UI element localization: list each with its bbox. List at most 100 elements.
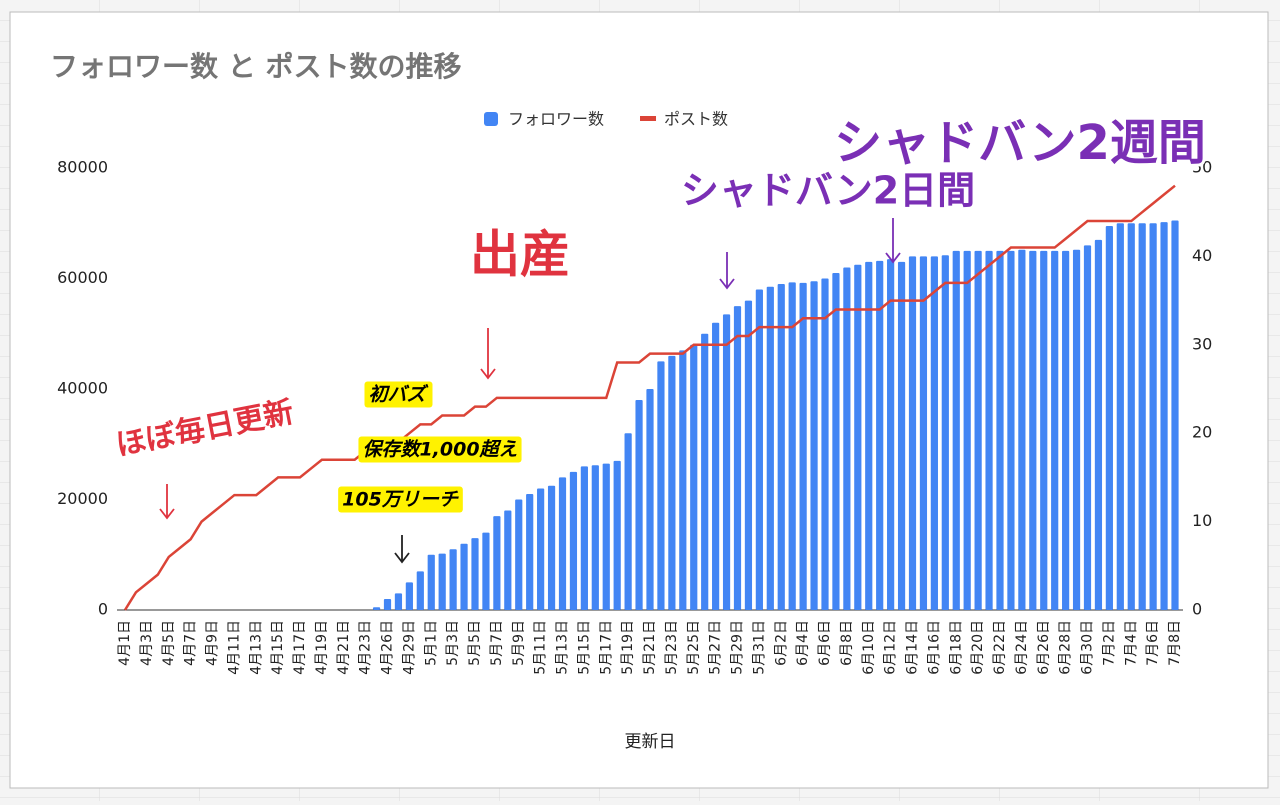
x-tick-label: 6月28日 xyxy=(1058,620,1074,675)
bar xyxy=(788,282,796,610)
bar xyxy=(865,261,873,610)
bar xyxy=(394,593,403,610)
legend-label: ポスト数 xyxy=(664,110,728,129)
line xyxy=(123,184,1176,611)
x-tick-label: 6月30日 xyxy=(1080,620,1096,675)
annotation: 保存数1,000超え xyxy=(362,439,517,461)
x-tick-label: 6月16日 xyxy=(926,620,942,675)
bar xyxy=(712,322,720,610)
bar xyxy=(777,284,785,610)
annotation: 出産 xyxy=(470,226,570,284)
bar xyxy=(547,485,556,610)
bar xyxy=(1116,223,1124,610)
y2-tick-label: 20 xyxy=(1192,423,1212,442)
bar xyxy=(515,499,523,610)
bar xyxy=(591,465,599,610)
bar xyxy=(1149,223,1157,610)
x-tick-label: 4月11日 xyxy=(226,620,242,675)
chart-card xyxy=(9,11,1269,789)
arrow-head xyxy=(159,508,175,520)
bar xyxy=(810,281,818,610)
arrow-head xyxy=(719,278,735,290)
y-tick-label: 60000 xyxy=(57,268,108,287)
annotation: シャドバン2週間 xyxy=(834,115,1206,171)
x-tick-label: 6月12日 xyxy=(883,620,899,675)
bar xyxy=(744,300,753,610)
x-tick-label: 5月3日 xyxy=(445,620,461,666)
chart-title: フォロワー数 と ポスト数の推移 xyxy=(50,50,462,83)
x-tick-label: 5月15日 xyxy=(576,620,592,675)
x-tick-label: 5月23日 xyxy=(664,620,680,675)
bar xyxy=(449,549,457,610)
x-tick-label: 4月29日 xyxy=(401,620,417,675)
bar xyxy=(1018,249,1026,610)
bar xyxy=(919,256,928,610)
bar xyxy=(624,433,632,610)
x-tick-label: 4月1日 xyxy=(117,620,133,666)
bar xyxy=(504,510,512,610)
bar xyxy=(690,344,698,610)
bar xyxy=(701,333,709,610)
bar xyxy=(679,350,687,610)
x-tick-label: 4月21日 xyxy=(336,620,352,675)
bar xyxy=(1029,250,1037,610)
bar xyxy=(974,250,982,610)
x-tick-label: 5月25日 xyxy=(686,620,702,675)
y2-tick-label: 40 xyxy=(1192,246,1212,265)
x-tick-label: 5月17日 xyxy=(598,620,614,675)
bar xyxy=(657,361,665,610)
bar xyxy=(471,538,479,610)
arrow-head xyxy=(394,552,410,564)
x-tick-label: 5月19日 xyxy=(620,620,636,675)
bar xyxy=(843,267,851,610)
y-tick-label: 0 xyxy=(98,600,108,619)
bar xyxy=(766,286,774,610)
x-tick-label: 6月2日 xyxy=(773,620,789,666)
bar xyxy=(1040,250,1048,610)
bar xyxy=(821,278,829,610)
annotation: 105万リーチ xyxy=(342,489,459,511)
x-tick-label: 6月26日 xyxy=(1036,620,1052,675)
x-tick-label: 7月8日 xyxy=(1167,620,1183,666)
bar xyxy=(526,493,534,610)
highlight xyxy=(358,436,522,463)
x-tick-label: 7月4日 xyxy=(1123,620,1139,666)
y2-tick-label: 50 xyxy=(1192,158,1212,177)
bar xyxy=(887,259,895,610)
x-tick-label: 4月13日 xyxy=(248,620,264,675)
bar xyxy=(602,463,610,610)
x-tick-label: 6月14日 xyxy=(905,620,921,675)
x-tick-label: 4月23日 xyxy=(358,620,374,675)
x-tick-label: 5月29日 xyxy=(730,620,746,675)
bar xyxy=(1094,239,1103,610)
bar xyxy=(383,598,392,610)
bar xyxy=(996,250,1004,610)
x-tick-label: 6月22日 xyxy=(992,620,1008,675)
bar xyxy=(963,250,971,610)
x-tick-label: 5月5日 xyxy=(467,620,483,666)
bar xyxy=(799,282,807,610)
bar xyxy=(646,389,654,610)
bar xyxy=(493,516,501,610)
y-tick-label: 80000 xyxy=(57,158,108,177)
bar xyxy=(985,250,993,610)
x-tick-label: 6月18日 xyxy=(948,620,964,675)
x-tick-label: 5月13日 xyxy=(555,620,571,675)
arrow-head xyxy=(885,252,901,264)
bar xyxy=(537,488,545,610)
annotation: シャドバン2日間 xyxy=(681,169,975,213)
y2-tick-label: 0 xyxy=(1192,600,1202,619)
highlight xyxy=(364,381,433,408)
bar xyxy=(427,554,435,610)
x-tick-label: 4月26日 xyxy=(380,620,396,675)
x-tick-label: 6月6日 xyxy=(817,620,833,666)
bar xyxy=(1083,245,1092,610)
y2-tick-label: 30 xyxy=(1192,334,1212,353)
bar xyxy=(755,289,763,610)
bar xyxy=(722,314,731,610)
bar xyxy=(1051,250,1059,610)
bar xyxy=(558,477,567,610)
x-tick-label: 5月7日 xyxy=(489,620,505,666)
bar xyxy=(1160,222,1168,610)
